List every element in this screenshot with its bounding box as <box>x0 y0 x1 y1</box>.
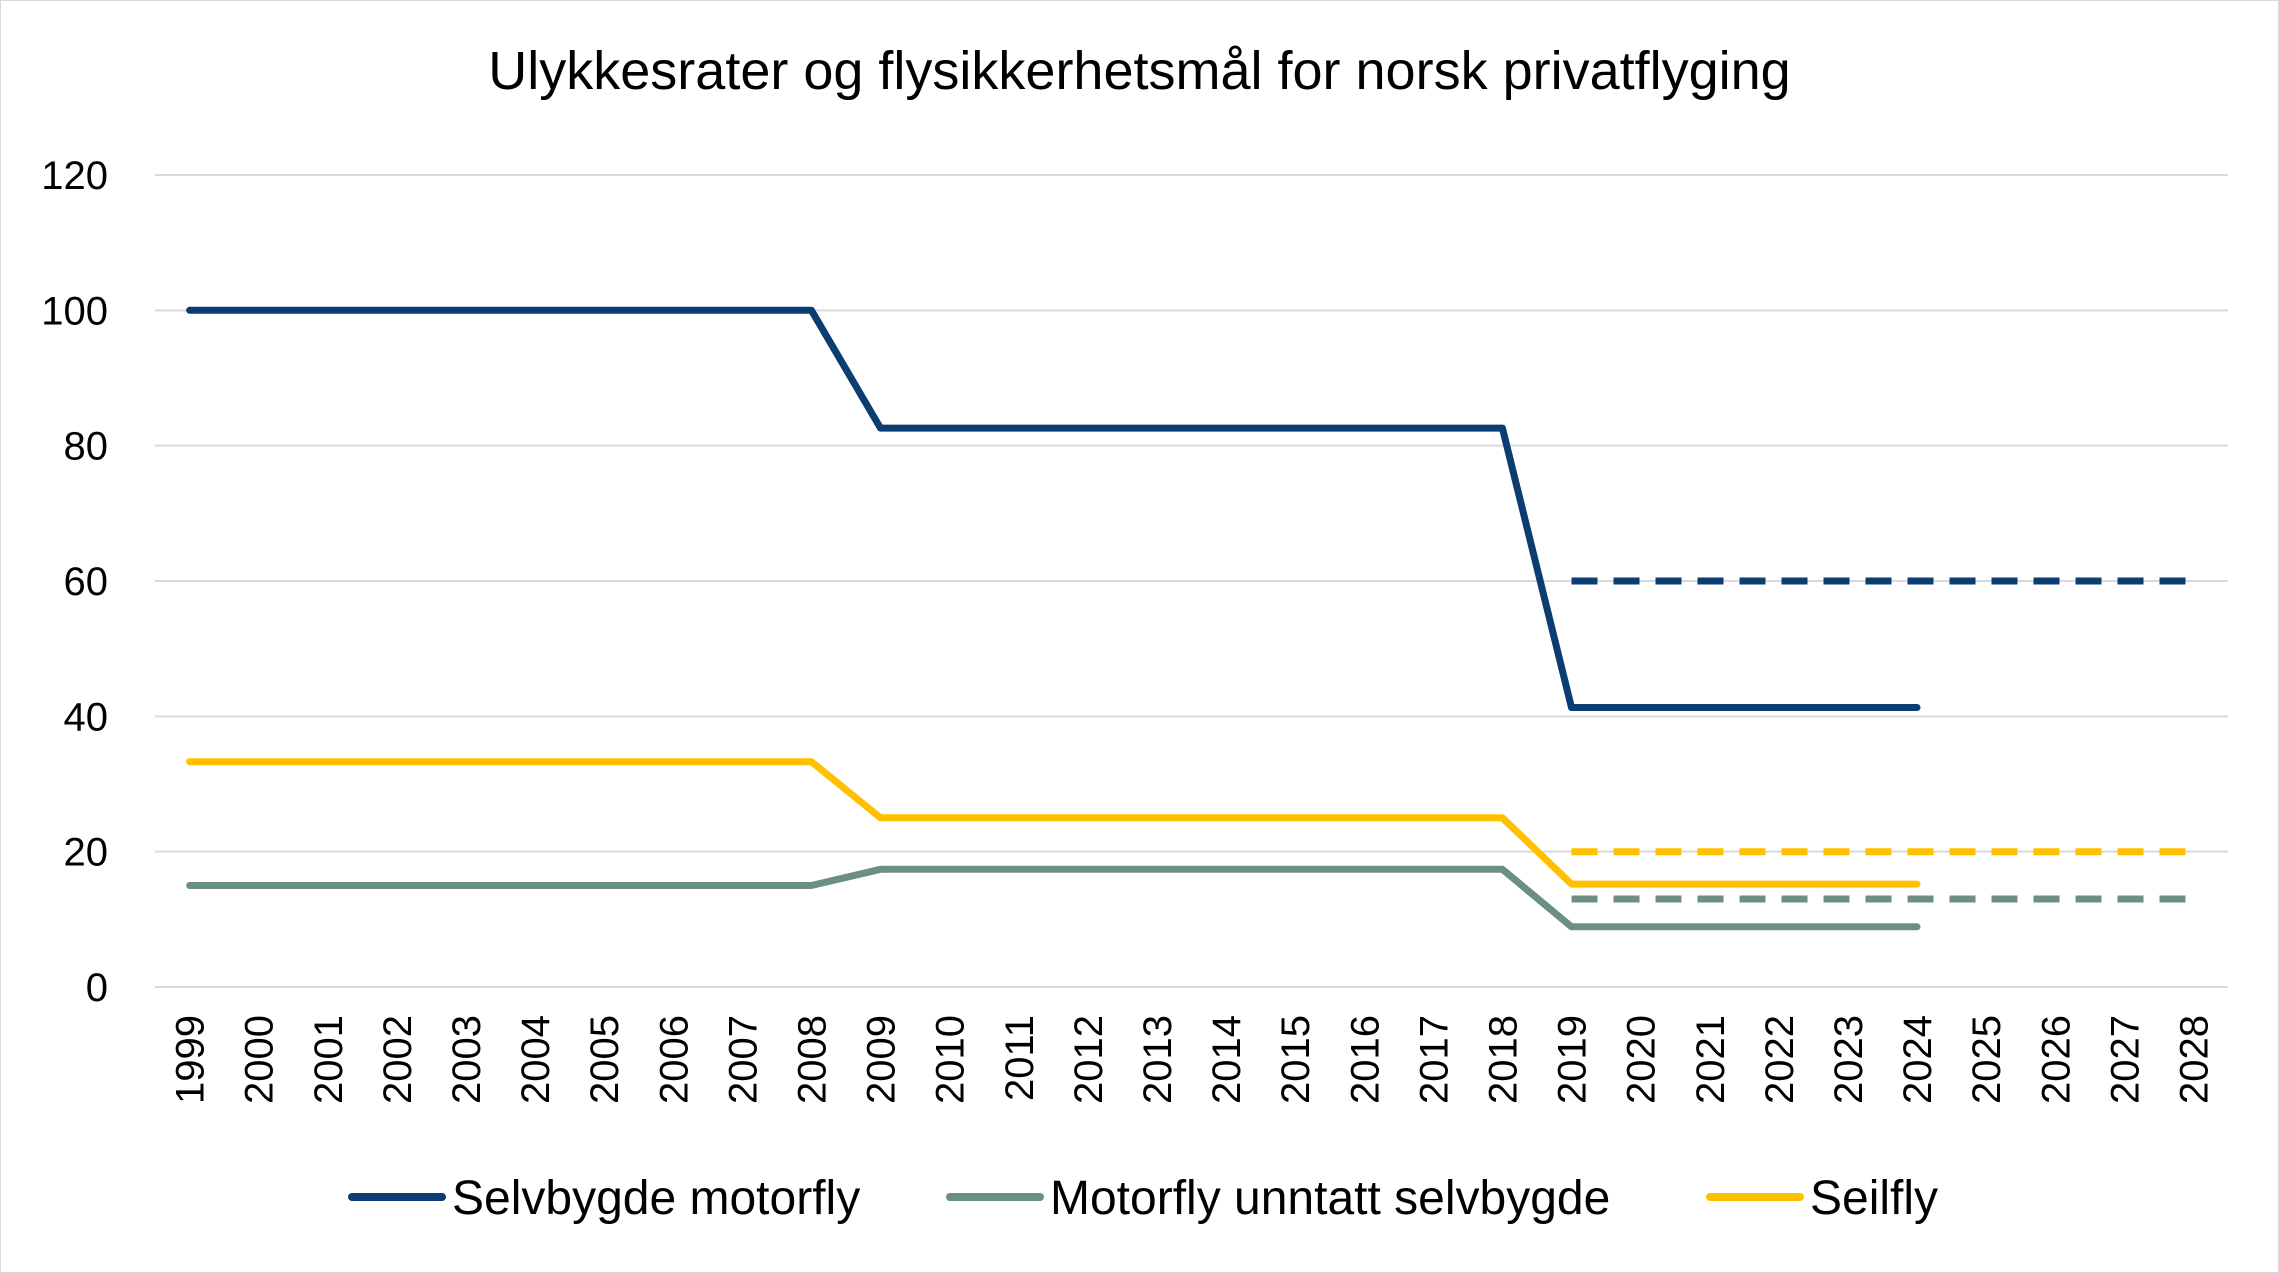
x-tick-label: 2020 <box>1620 1015 1664 1104</box>
x-tick-label: 1999 <box>169 1015 213 1104</box>
x-tick-label: 2008 <box>790 1015 834 1104</box>
x-tick-label: 2010 <box>929 1015 973 1104</box>
legend: Selvbygde motorfly Motorfly unntatt selvb… <box>348 1172 1938 1225</box>
x-tick-label: 2009 <box>860 1015 904 1104</box>
y-tick-label: 0 <box>86 966 108 1010</box>
chart-title: Ulykkesrater og flysikkerhetsmål for nor… <box>488 41 1791 101</box>
x-tick-label: 2015 <box>1274 1015 1318 1104</box>
y-tick-label: 120 <box>41 154 108 198</box>
x-tick-label: 2001 <box>307 1015 351 1104</box>
x-tick-label: 2028 <box>2172 1015 2216 1104</box>
x-tick-label: 2027 <box>2103 1015 2147 1104</box>
x-tick-label: 2013 <box>1136 1015 1180 1104</box>
x-tick-label: 2003 <box>445 1015 489 1104</box>
x-tick-label: 2002 <box>376 1015 420 1104</box>
y-tick-label: 100 <box>41 289 108 333</box>
legend-label: Seilfly <box>1810 1172 1938 1225</box>
x-tick-label: 2022 <box>1758 1015 1802 1104</box>
x-axis-ticks: 1999 2000 2001 2002 2003 2004 2005 2006 2007 2008… <box>169 1015 2217 1104</box>
y-axis-ticks: 0 20 40 60 80 100 120 <box>41 154 108 1010</box>
legend-label: Selvbygde motorfly <box>452 1172 860 1225</box>
series-line-0 <box>186 306 1921 711</box>
x-tick-label: 2007 <box>721 1015 765 1104</box>
x-tick-label: 2004 <box>514 1015 558 1104</box>
series-line-1 <box>186 865 1921 931</box>
x-tick-label: 2018 <box>1481 1015 1525 1104</box>
series-line-2 <box>186 758 1921 888</box>
x-tick-label: 2014 <box>1205 1015 1249 1104</box>
y-tick-label: 20 <box>64 831 109 875</box>
y-tick-label: 80 <box>64 425 109 469</box>
x-tick-label: 2025 <box>1965 1015 2009 1104</box>
x-tick-label: 2005 <box>583 1015 627 1104</box>
y-tick-label: 40 <box>64 695 109 739</box>
x-tick-label: 2023 <box>1827 1015 1871 1104</box>
x-tick-label: 2006 <box>652 1015 696 1104</box>
legend-label: Motorfly unntatt selvbygde <box>1050 1172 1610 1225</box>
x-tick-label: 2021 <box>1689 1015 1733 1104</box>
x-tick-label: 2019 <box>1551 1015 1595 1104</box>
x-tick-label: 2024 <box>1896 1015 1940 1104</box>
x-tick-label: 2017 <box>1412 1015 1456 1104</box>
x-tick-label: 2016 <box>1343 1015 1387 1104</box>
x-tick-label: 2011 <box>998 1015 1042 1101</box>
x-tick-label: 2026 <box>2034 1015 2078 1104</box>
x-tick-label: 2000 <box>238 1015 282 1104</box>
x-tick-label: 2012 <box>1067 1015 1111 1104</box>
series-lines <box>186 306 2194 931</box>
y-tick-label: 60 <box>64 560 109 604</box>
